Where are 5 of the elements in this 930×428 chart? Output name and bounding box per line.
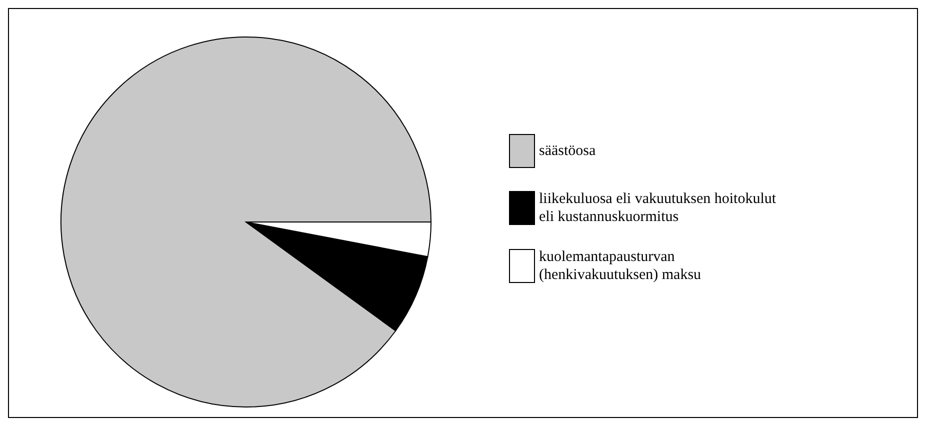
legend-label: kuolemantapausturvan (henkivakuutuksen) maksu	[539, 248, 702, 284]
legend-label: liikekuluosa eli vakuutuksen hoitokulut eli kustannuskuormitus	[539, 190, 778, 226]
pie-slice	[60, 36, 432, 408]
legend-label: säästöosa	[539, 142, 596, 160]
pie-slice	[246, 222, 428, 332]
